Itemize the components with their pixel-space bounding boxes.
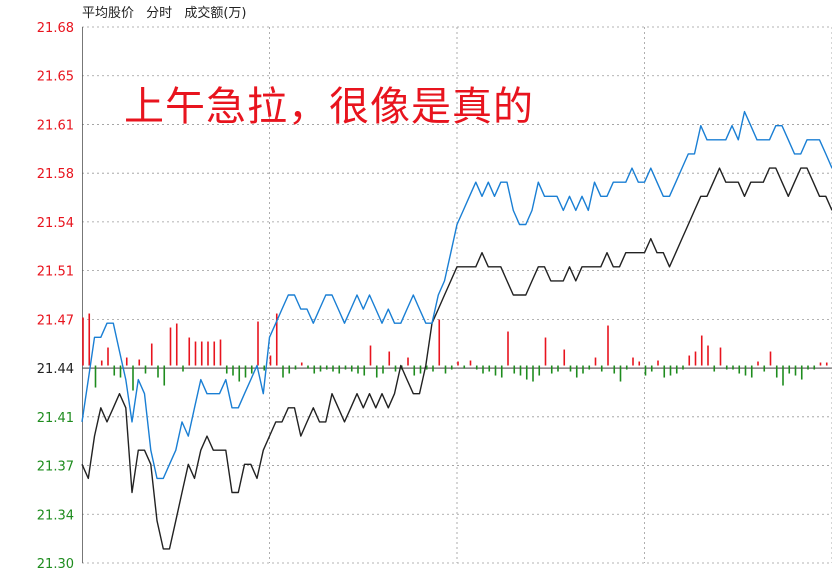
series-lines <box>81 110 832 550</box>
chart-annotation: 上午急拉，很像是真的 <box>124 84 534 130</box>
y-tick-label: 21.47 <box>37 313 74 328</box>
y-tick-label: 21.30 <box>37 557 74 572</box>
price-line <box>81 110 832 480</box>
chart-grid <box>82 26 832 564</box>
y-tick-label: 21.41 <box>37 411 74 426</box>
y-tick-label: 21.68 <box>37 21 74 36</box>
y-tick-label: 21.61 <box>37 118 74 133</box>
header-metric-timeshare: 分时 <box>146 6 173 21</box>
y-tick-label: 21.65 <box>37 70 74 85</box>
average-price-line <box>81 167 832 550</box>
y-tick-label: 21.58 <box>37 167 74 182</box>
header-metric-average: 平均股价 <box>82 6 135 21</box>
y-axis-labels: 21.68 21.65 21.61 21.58 21.54 21.51 21.47 21.44… <box>37 21 74 572</box>
y-tick-label: 21.37 <box>37 460 74 475</box>
chart-header: 平均股价 分时 成交额(万) <box>82 2 254 21</box>
header-metric-turnover: 成交额(万) <box>184 6 247 21</box>
y-tick-label: 21.44 <box>37 362 74 377</box>
y-tick-label: 21.34 <box>37 508 74 523</box>
y-tick-label: 21.54 <box>37 216 74 231</box>
y-tick-label: 21.51 <box>37 265 74 280</box>
volume-bars <box>82 313 828 391</box>
